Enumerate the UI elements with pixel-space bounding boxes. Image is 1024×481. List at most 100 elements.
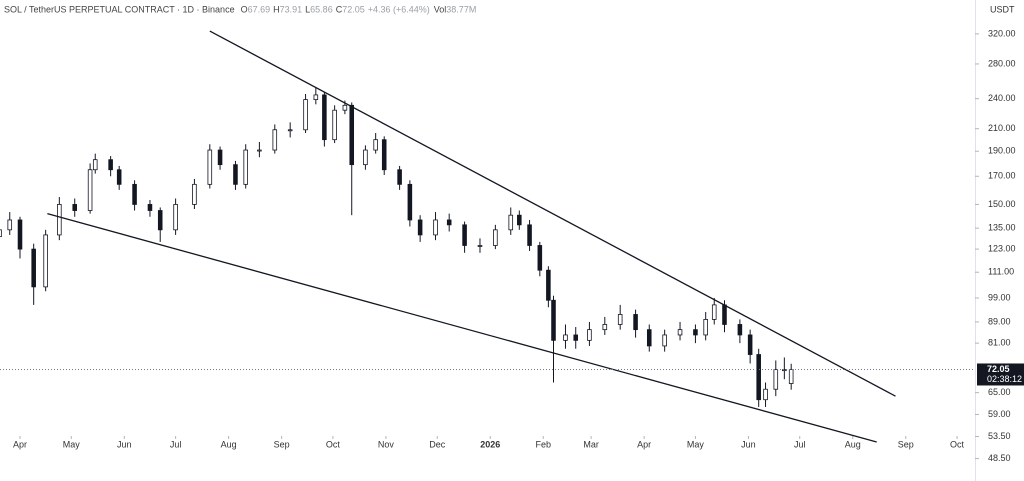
candle-body [551, 299, 556, 341]
y-tick-label: 170.00 [988, 171, 1016, 181]
candle-body [72, 204, 78, 211]
candle-body [132, 183, 137, 205]
ohlc-label: L [305, 4, 310, 14]
y-tick-label: 65.00 [988, 387, 1011, 397]
ohlc-value: 72.05 [342, 4, 365, 14]
candle-body [703, 319, 708, 336]
y-tick-label: 81.00 [988, 338, 1011, 348]
candle-body [332, 109, 337, 141]
x-tick-label: Aug [221, 439, 237, 449]
y-tick-label: 123.00 [988, 243, 1016, 253]
volume: 38.77M [446, 4, 476, 14]
x-tick-label: Apr [13, 439, 27, 449]
chart-title: SOL / TetherUS PERPETUAL CONTRACT · 1D ·… [4, 4, 235, 14]
candle-body [677, 329, 683, 336]
ohlc-value: 73.91 [280, 4, 303, 14]
trendline [47, 212, 877, 443]
x-tick-label: Oct [326, 439, 341, 449]
y-tick-label: 240.00 [988, 93, 1016, 103]
candle-body [633, 314, 638, 331]
candle-body [17, 219, 23, 250]
candle-body [693, 329, 698, 336]
candle-body [363, 149, 368, 166]
y-tick-label: 280.00 [988, 58, 1016, 68]
candle-body [662, 334, 667, 347]
x-tick-label: Jun [741, 439, 756, 449]
change: +4.36 (+6.44%) [368, 4, 430, 14]
candle-body [87, 169, 93, 211]
y-tick-label: 89.00 [988, 316, 1011, 326]
candle-body [711, 304, 717, 320]
candle-body [747, 334, 753, 355]
candle-body [587, 329, 592, 341]
ohlc-value: 67.69 [248, 4, 271, 14]
candle-body [537, 245, 543, 271]
candle-body [7, 219, 13, 231]
candle-body [272, 129, 278, 151]
trendline [209, 30, 896, 397]
candle-body [373, 139, 378, 151]
candle-body [493, 229, 498, 246]
x-tick-label: May [687, 439, 705, 449]
y-tick-label: 53.50 [988, 431, 1011, 441]
candle-body [433, 219, 438, 236]
candle-body [157, 210, 163, 231]
candle-body [381, 139, 387, 171]
candle-body [462, 224, 467, 246]
x-tick-label: Aug [845, 439, 861, 449]
y-tick-label: 150.00 [988, 199, 1016, 209]
candle-body [446, 219, 452, 226]
candle-body [349, 104, 355, 166]
candle-body [756, 354, 761, 401]
candle-body [322, 94, 327, 141]
candle-body [763, 388, 768, 401]
y-tick-label: 320.00 [988, 28, 1016, 38]
candle-body [257, 149, 262, 152]
y-tick-label: 48.50 [988, 453, 1011, 463]
candle-body [407, 183, 413, 221]
x-tick-label: Sep [274, 439, 290, 449]
candle-body [617, 314, 623, 325]
candle-body [43, 234, 48, 288]
candle-body [92, 159, 98, 171]
candle-body [342, 104, 348, 111]
ohlc-label: C [336, 4, 343, 14]
candle-body [417, 219, 423, 236]
y-tick-label: 190.00 [988, 146, 1016, 156]
candle-body [287, 129, 293, 132]
x-tick-label: 2026 [480, 439, 500, 449]
candle-body [722, 304, 727, 325]
candle-body [173, 204, 178, 231]
y-tick-label: 111.00 [988, 267, 1014, 277]
candle-body [527, 224, 532, 246]
x-tick-label: Feb [535, 439, 551, 449]
candle-body [233, 164, 238, 185]
last-price-box [977, 363, 1024, 386]
candle-body [192, 183, 197, 205]
y-tick-label: 135.00 [988, 223, 1016, 233]
candle-body [602, 324, 608, 331]
candle-body [303, 99, 308, 131]
last-price-label: 72.05 [987, 364, 1010, 374]
candle-body [207, 149, 213, 185]
candle-body [243, 149, 248, 185]
y-tick-label: 210.00 [988, 123, 1016, 133]
candle-body [217, 149, 223, 166]
candle-body [0, 229, 2, 238]
ohlc-value: 65.86 [310, 4, 333, 14]
x-tick-label: May [63, 439, 81, 449]
y-tick-label: 59.00 [988, 409, 1011, 419]
candle-body [517, 214, 522, 226]
x-tick-label: Nov [378, 439, 395, 449]
x-tick-label: Oct [950, 439, 965, 449]
candle-body [313, 94, 319, 100]
x-tick-label: Apr [637, 439, 651, 449]
candle-body [573, 334, 579, 341]
candle-body [31, 248, 36, 288]
candle-body [782, 369, 787, 372]
candle-body [773, 369, 779, 390]
countdown: 02:38:12 [987, 374, 1022, 384]
ohlc-label: O [241, 4, 248, 14]
